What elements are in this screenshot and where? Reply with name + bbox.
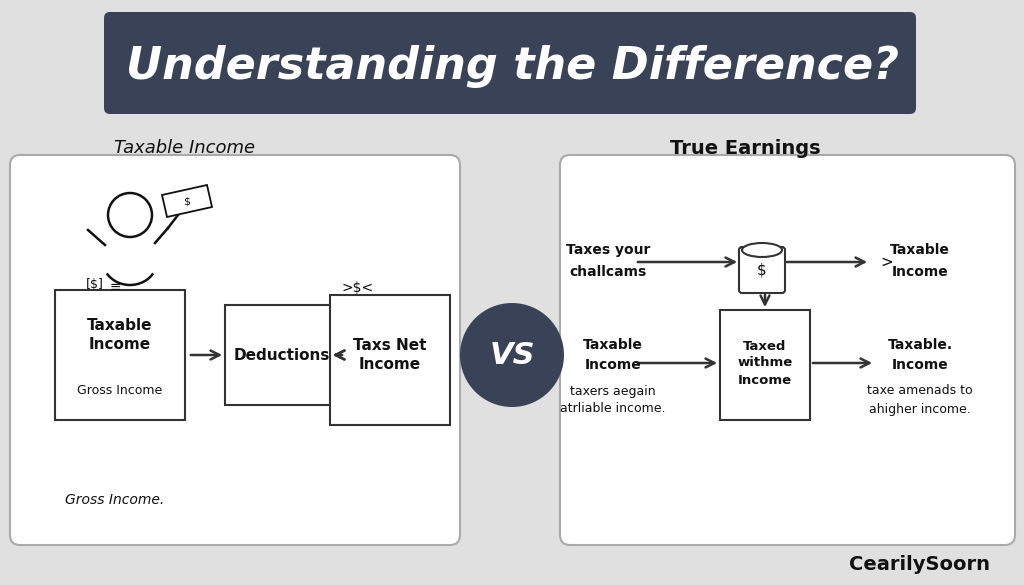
Text: Taxable.: Taxable. <box>888 338 952 352</box>
Text: challcams: challcams <box>569 265 646 279</box>
Text: VS: VS <box>489 340 535 370</box>
Text: >$<: >$< <box>342 281 374 295</box>
Text: taxers aegain
atrliable income.: taxers aegain atrliable income. <box>560 384 666 415</box>
Text: [$]: [$] <box>86 278 104 291</box>
Ellipse shape <box>742 243 782 257</box>
Text: Income: Income <box>892 358 948 372</box>
FancyBboxPatch shape <box>225 305 340 405</box>
Text: taxe amenads to
ahigher income.: taxe amenads to ahigher income. <box>867 384 973 415</box>
Text: Taxes your: Taxes your <box>566 243 650 257</box>
Text: $: $ <box>183 196 190 206</box>
FancyBboxPatch shape <box>739 247 785 293</box>
Text: Gross Income.: Gross Income. <box>65 493 164 507</box>
Text: Understanding the Difference?: Understanding the Difference? <box>126 46 898 88</box>
Text: Deductions: Deductions <box>233 347 330 363</box>
Text: $: $ <box>757 263 767 277</box>
Text: Income: Income <box>892 265 948 279</box>
Text: >: > <box>880 254 893 270</box>
Text: Taxable
Income: Taxable Income <box>87 318 153 352</box>
FancyBboxPatch shape <box>560 155 1015 545</box>
Text: ≡: ≡ <box>110 280 121 294</box>
Text: Income: Income <box>585 358 641 372</box>
FancyBboxPatch shape <box>330 295 450 425</box>
FancyBboxPatch shape <box>55 290 185 420</box>
Text: Taxable: Taxable <box>583 338 643 352</box>
FancyBboxPatch shape <box>104 12 916 114</box>
Text: Taxs Net
Income: Taxs Net Income <box>353 338 427 373</box>
FancyBboxPatch shape <box>10 155 460 545</box>
Text: Taxable: Taxable <box>890 243 950 257</box>
Text: CearilySoorn: CearilySoorn <box>849 556 990 574</box>
Text: Taxed
withme
Income: Taxed withme Income <box>737 339 793 387</box>
Text: Gross Income: Gross Income <box>78 384 163 397</box>
Circle shape <box>460 303 564 407</box>
Text: Taxable Income: Taxable Income <box>115 139 256 157</box>
Text: True Earnings: True Earnings <box>670 139 820 157</box>
FancyBboxPatch shape <box>720 310 810 420</box>
Polygon shape <box>162 185 212 217</box>
